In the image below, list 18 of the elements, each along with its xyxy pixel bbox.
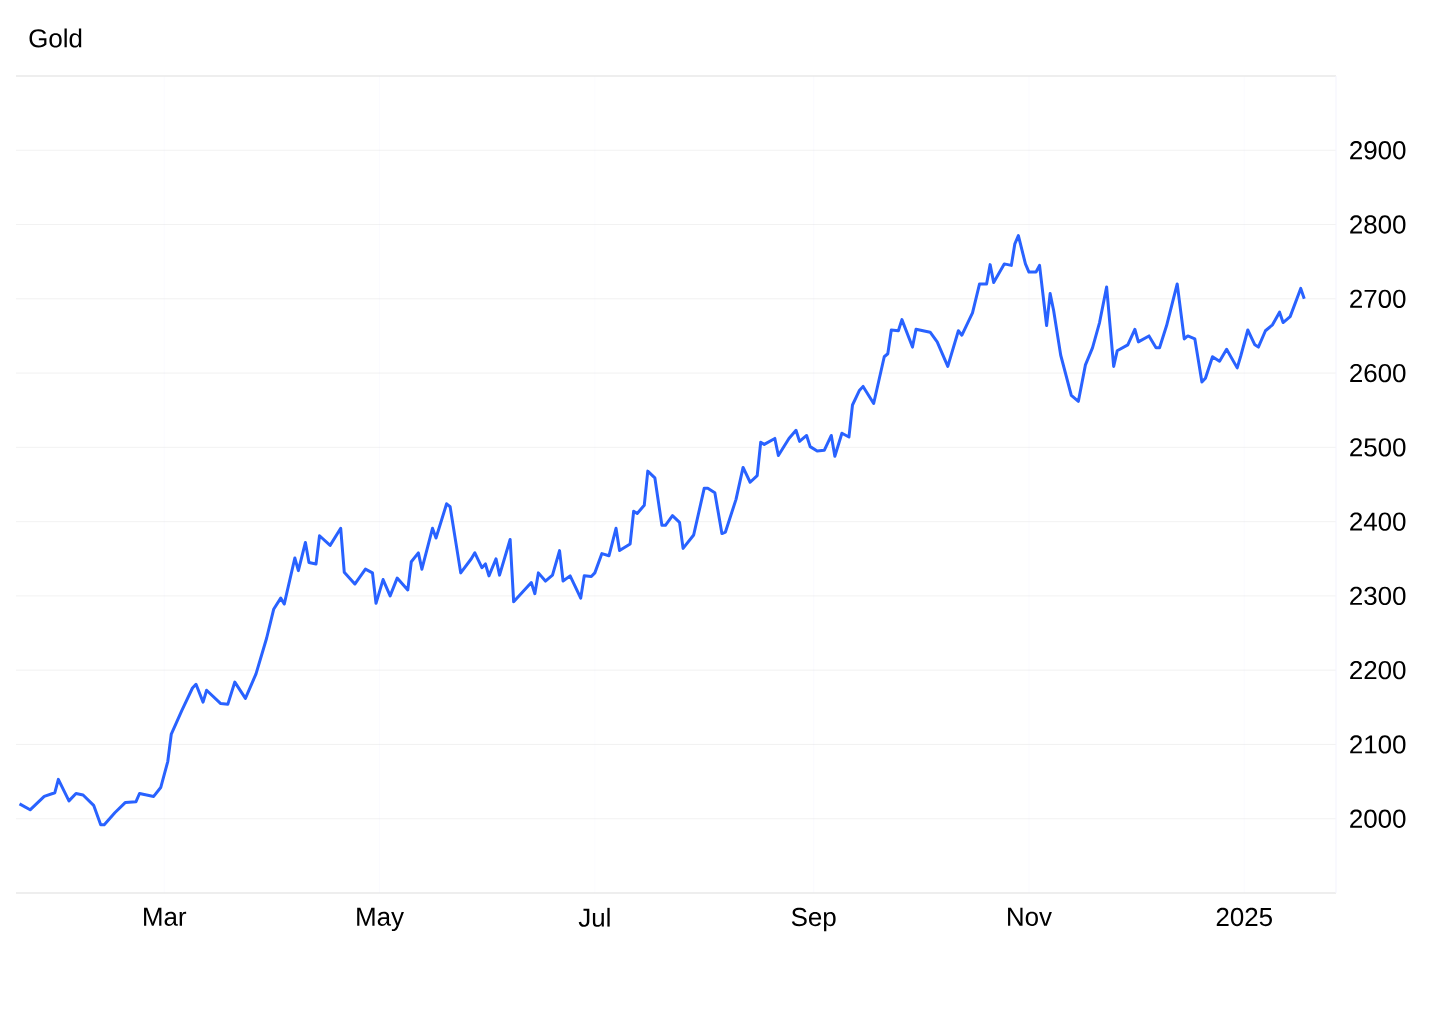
y-tick-label: 2600	[1350, 363, 1406, 383]
y-tick-label: 2300	[1350, 586, 1406, 606]
y-tick-label: 2900	[1350, 141, 1406, 160]
y-tick-label: 2200	[1350, 661, 1406, 680]
y-tick-label: 2400	[1350, 512, 1406, 531]
x-tick-label: Jul	[578, 907, 610, 927]
y-tick-label: 2800	[1350, 215, 1406, 234]
y-tick-label: 2100	[1350, 735, 1406, 754]
x-tick-label: Nov	[1008, 907, 1052, 926]
y-tick-label: 2500	[1350, 438, 1406, 457]
x-tick-label: May	[357, 907, 404, 932]
line-series	[18, 234, 1306, 827]
y-tick-label: 2700	[1350, 289, 1406, 308]
x-tick-label: Mar	[144, 907, 187, 926]
x-tick-label: Sep	[791, 907, 836, 932]
x-tick-label: 2025	[1216, 907, 1272, 927]
chart-title: Gold	[29, 28, 82, 48]
y-tick-label: 2000	[1350, 809, 1406, 828]
